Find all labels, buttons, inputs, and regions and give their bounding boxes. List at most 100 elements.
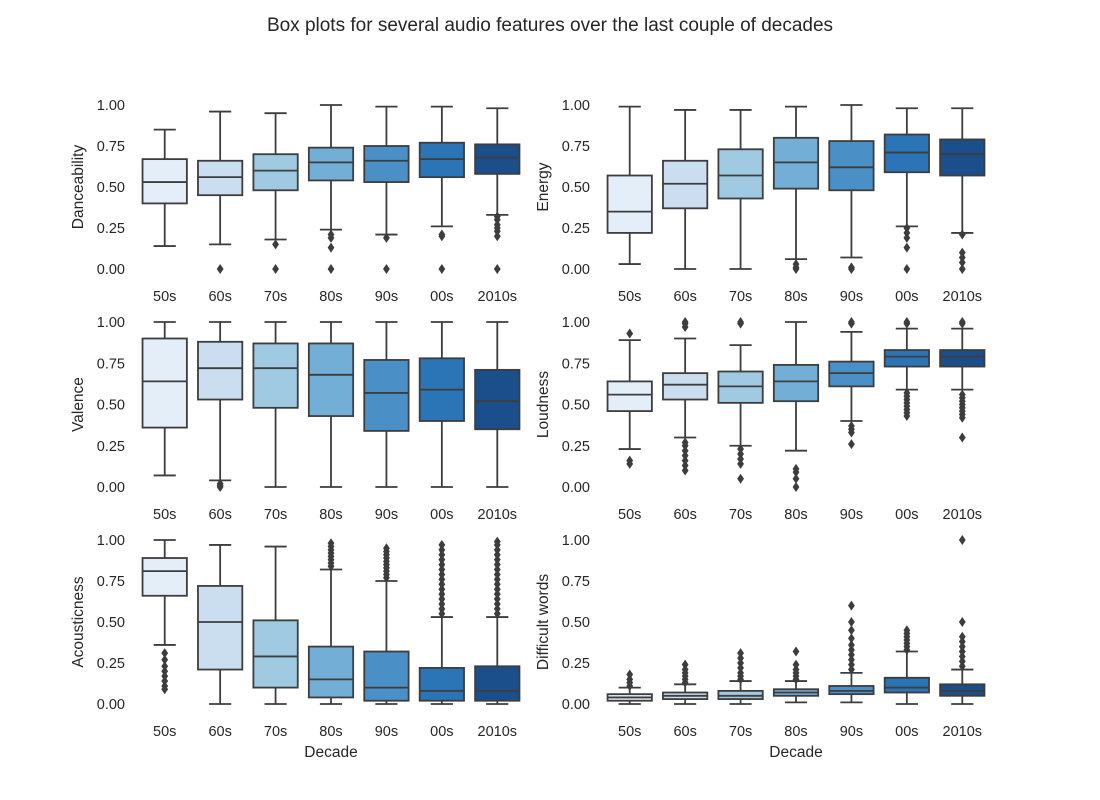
y-tick-label: 1.00 — [97, 98, 125, 114]
outlier-point — [792, 463, 800, 474]
box-iqr — [363, 359, 410, 432]
y-tick-label: 0.00 — [562, 262, 590, 278]
outlier-point — [272, 264, 279, 274]
y-axis-label: Valence — [70, 377, 87, 432]
outlier-point — [792, 259, 800, 270]
x-tick-label: 00s — [430, 289, 453, 305]
outlier-point — [161, 648, 169, 659]
box-2010s — [474, 321, 521, 488]
y-tick-label: 0.75 — [562, 574, 590, 590]
outlier-point — [792, 646, 800, 657]
box-iqr — [662, 372, 709, 401]
box-iqr — [717, 148, 764, 200]
subplot-danceability: 0.00 0.25 0.50 0.75 1.00 Danceability 50s 60s 70… — [70, 98, 521, 305]
outlier-point — [383, 543, 390, 554]
x-tick-label: 70s — [264, 724, 287, 740]
box-70s — [717, 109, 764, 270]
y-tick-label: 0.50 — [562, 615, 590, 631]
box-80s — [307, 104, 355, 274]
y-tick-label: 1.00 — [97, 315, 125, 331]
x-tick-label: 80s — [319, 507, 342, 523]
x-tick-label: 70s — [729, 507, 752, 523]
x-tick-label: 60s — [208, 289, 231, 305]
x-tick-label: 70s — [729, 289, 752, 305]
box-90s — [828, 317, 875, 450]
x-tick-label: 90s — [375, 724, 398, 740]
outlier-point — [216, 478, 224, 489]
y-tick-label: 0.00 — [97, 697, 125, 713]
y-tick-label: 0.00 — [97, 262, 125, 278]
box-60s — [662, 317, 709, 476]
outlier-point — [848, 617, 855, 627]
box-00s — [883, 317, 930, 422]
box-iqr — [141, 557, 188, 597]
x-tick-label: 00s — [895, 724, 918, 740]
outlier-point — [958, 389, 966, 400]
outlier-point — [737, 648, 744, 659]
y-tick-label: 0.75 — [562, 356, 590, 372]
outlier-point — [737, 317, 744, 327]
y-axis-label: Difficult words — [535, 574, 552, 670]
box-iqr — [252, 342, 299, 409]
box-90s — [828, 104, 875, 274]
y-axis-label: Danceability — [70, 145, 87, 230]
y-tick-label: 1.00 — [97, 533, 125, 549]
box-2010s — [939, 535, 986, 705]
x-tick-label: 60s — [208, 724, 231, 740]
outlier-point — [848, 639, 855, 650]
box-70s — [717, 648, 764, 705]
outlier-point — [792, 659, 800, 670]
subplot-acousticness: 0.00 0.25 0.50 0.75 1.00 Acousticness 50s 60s 70… — [70, 533, 521, 761]
box-90s — [828, 600, 875, 704]
x-tick-label: 80s — [784, 724, 807, 740]
outlier-point — [958, 432, 966, 443]
outlier-point — [327, 264, 335, 274]
y-axis-label: Acousticness — [70, 576, 87, 668]
y-tick-label: 0.50 — [562, 398, 590, 414]
outlier-point — [438, 539, 446, 550]
x-tick-label: 00s — [430, 507, 453, 523]
outlier-point — [438, 264, 446, 274]
subplot-loudness: 0.00 0.25 0.50 0.75 1.00 Loudness 50s 60s 70s 80s… — [535, 315, 986, 523]
box-70s — [252, 545, 299, 705]
box-60s — [662, 109, 709, 270]
outlier-point — [848, 600, 855, 611]
x-tick-label: 2010s — [478, 724, 518, 740]
outlier-point — [681, 437, 689, 448]
x-tick-label: 90s — [375, 289, 398, 305]
subplot-valence: 0.00 0.25 0.50 0.75 1.00 Valence 50s 60s 70s 80s 9… — [70, 315, 521, 523]
y-tick-label: 0.25 — [562, 656, 590, 672]
y-tick-label: 0.75 — [97, 139, 125, 155]
x-tick-label: 00s — [895, 289, 918, 305]
y-tick-label: 0.50 — [97, 398, 125, 414]
outlier-point — [493, 536, 501, 547]
x-tick-label: 90s — [840, 289, 863, 305]
y-tick-label: 0.50 — [562, 180, 590, 196]
outlier-point — [903, 625, 911, 636]
x-axis-label: Decade — [769, 744, 822, 761]
x-tick-label: 80s — [784, 289, 807, 305]
box-iqr — [197, 340, 244, 401]
outlier-point — [958, 229, 966, 240]
y-axis-label: Loudness — [535, 371, 552, 438]
outlier-point — [272, 239, 279, 250]
box-50s — [141, 128, 188, 247]
box-iqr — [828, 140, 875, 192]
box-60s — [197, 544, 244, 705]
box-50s — [606, 328, 653, 469]
box-iqr — [939, 349, 986, 368]
box-70s — [252, 321, 299, 488]
box-2010s — [939, 317, 986, 443]
outlier-point — [216, 264, 224, 274]
outlier-point — [493, 264, 501, 274]
box-50s — [606, 669, 653, 705]
box-00s — [418, 321, 465, 488]
outlier-point — [681, 317, 689, 327]
outlier-point — [327, 538, 335, 549]
box-iqr — [883, 349, 930, 368]
y-tick-label: 0.50 — [97, 615, 125, 631]
x-tick-label: 50s — [618, 289, 641, 305]
box-iqr — [307, 342, 355, 417]
box-60s — [662, 659, 709, 705]
y-tick-label: 0.25 — [97, 439, 125, 455]
